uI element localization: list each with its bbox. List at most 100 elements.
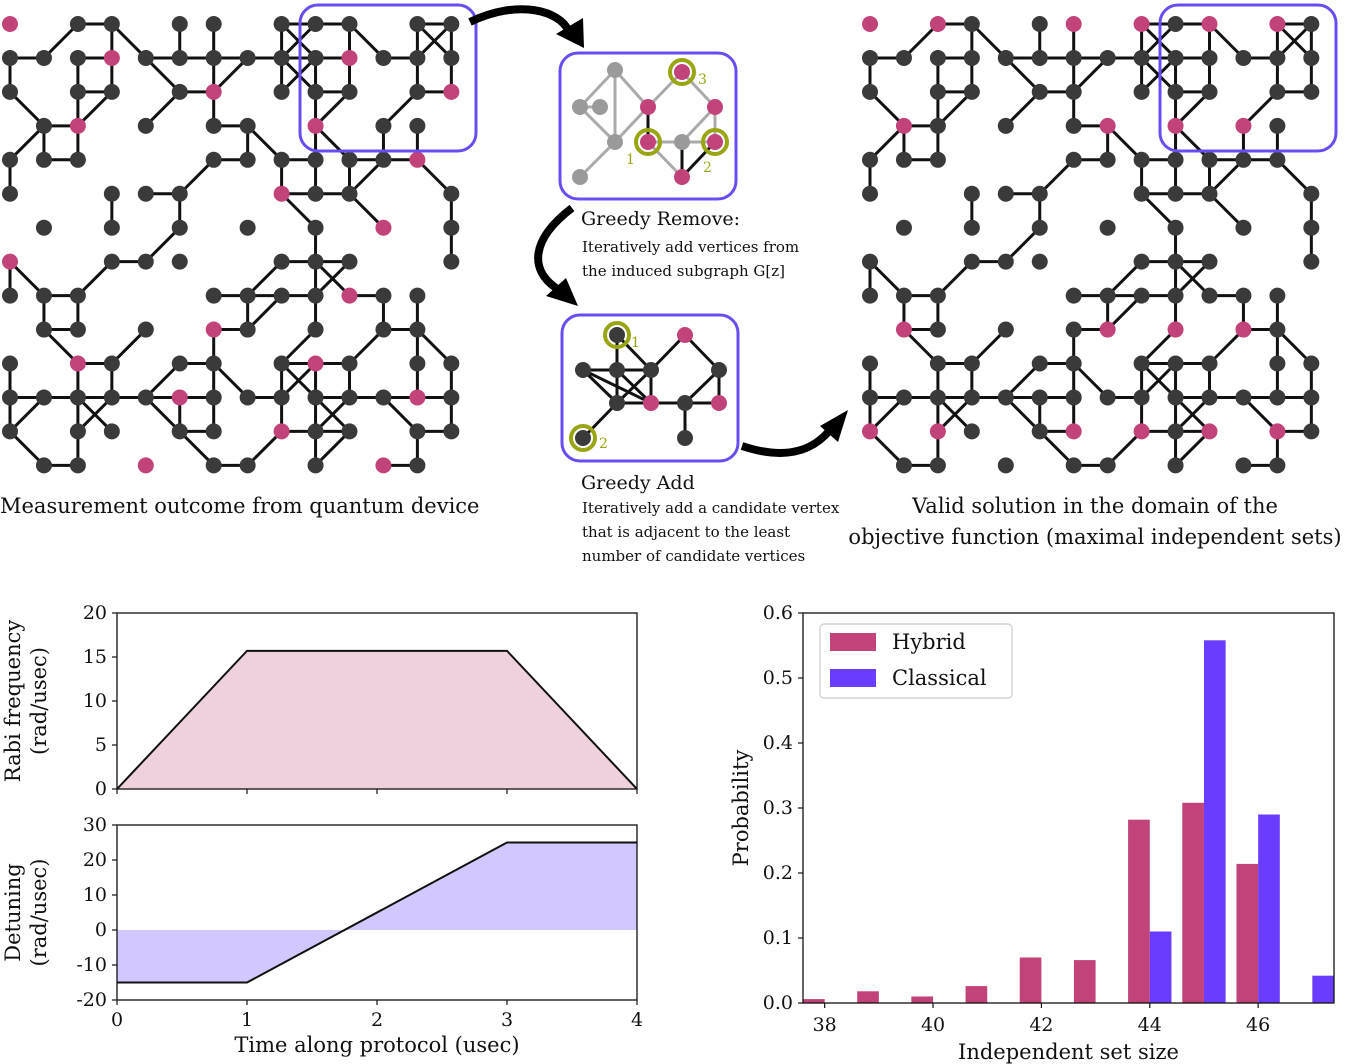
graph-edge <box>936 260 973 297</box>
graph-node <box>341 16 358 32</box>
graph-edge <box>868 396 906 433</box>
rabi-frequency-chart: 0 5 10 15 20 Rabi frequency (rad/usec) <box>1 602 638 800</box>
graph-edge <box>1140 192 1177 229</box>
graph-node <box>103 355 120 372</box>
graph-node-selected <box>1099 321 1116 338</box>
graph-node <box>2 287 18 304</box>
graph-node <box>997 321 1014 338</box>
graph-node <box>929 83 946 100</box>
graph-node <box>2 185 18 202</box>
y-tick-label: 0.0 <box>763 992 793 1014</box>
subgraph-nodes: 1 2 3 <box>572 58 729 185</box>
graph-node <box>963 16 980 32</box>
graph-node <box>1269 355 1286 372</box>
independent-set-histogram: 0.0 0.1 0.2 0.3 0.4 0.5 0.6 38 40 42 44 46 Probabili… <box>729 602 1335 1064</box>
graph-node-selected <box>1133 423 1150 440</box>
maximal-independent-set-graph <box>862 16 1320 474</box>
graph-node <box>1269 457 1286 474</box>
graph-node <box>409 457 426 474</box>
greedy-add-subgraph: 12 <box>569 321 727 452</box>
subgraph-node <box>640 99 656 115</box>
y-tick-label: 0 <box>95 919 107 941</box>
graph-nodes <box>862 16 1320 474</box>
graph-edge <box>314 90 351 127</box>
y-tick-label: 0.5 <box>763 667 793 689</box>
graph-edge <box>1242 90 1279 127</box>
graph-node <box>273 287 290 304</box>
graph-node <box>1167 16 1184 32</box>
x-tick-label: 42 <box>1029 1014 1053 1036</box>
graph-node <box>1303 389 1320 406</box>
graph-node <box>239 457 256 474</box>
graph-node <box>137 389 154 406</box>
graph-node <box>69 457 86 474</box>
graph-node <box>103 219 120 236</box>
graph-edge <box>1174 430 1211 467</box>
subgraph-node <box>575 362 591 378</box>
graph-edge <box>246 294 283 331</box>
graph-edge <box>416 328 453 365</box>
caption-solution-line2: objective function (maximal independent … <box>848 525 1342 549</box>
graph-node <box>1133 389 1150 406</box>
graph-node <box>307 457 324 474</box>
highlight-frame-left <box>298 3 478 153</box>
graph-node <box>929 117 946 134</box>
graph-node <box>239 219 256 236</box>
x-axis-label: Independent set size <box>958 1040 1179 1064</box>
graph-node <box>375 389 392 406</box>
bar-hybrid <box>911 996 934 1003</box>
y-axis-label: Probability <box>729 750 753 867</box>
graph-node <box>895 49 912 66</box>
graph-node <box>1031 389 1048 406</box>
graph-node <box>103 83 120 100</box>
marker-ring <box>634 128 662 156</box>
y-tick-label: 0.1 <box>763 927 793 949</box>
graph-node <box>69 151 86 168</box>
graph-node <box>443 16 460 32</box>
graph-edge <box>178 158 215 195</box>
subgraph-node <box>711 362 727 378</box>
measurement-outcome-graph <box>2 16 460 474</box>
graph-node <box>341 185 358 202</box>
graph-edge <box>868 260 906 297</box>
graph-node <box>1167 287 1184 304</box>
graph-edge <box>76 396 113 433</box>
graph-node-selected <box>375 219 392 236</box>
greedy-remove-title: Greedy Remove: <box>581 208 741 230</box>
graph-node <box>171 355 188 372</box>
graph-edge <box>110 22 147 60</box>
graph-edge <box>8 90 46 127</box>
caption-solution-line1: Valid solution in the domain of the <box>912 494 1278 518</box>
graph-node-selected <box>273 185 290 202</box>
graph-node <box>307 423 324 440</box>
graph-node <box>307 219 324 236</box>
caption-measurement: Measurement outcome from quantum device <box>0 494 480 518</box>
graph-node <box>963 49 980 66</box>
graph-edge <box>1072 362 1109 399</box>
graph-node <box>929 287 946 304</box>
legend-label: Classical <box>892 666 987 690</box>
graph-node <box>205 457 222 474</box>
graph-node-selected <box>929 423 946 440</box>
graph-node <box>1303 49 1320 66</box>
graph-node <box>375 287 392 304</box>
graph-node <box>997 49 1014 66</box>
x-tick-label: 46 <box>1246 1014 1270 1036</box>
bar-classical <box>1258 814 1280 1003</box>
legend-swatch <box>830 633 876 651</box>
bar-hybrid <box>1073 960 1096 1003</box>
graph-node <box>1065 355 1082 372</box>
graph-node <box>307 287 324 304</box>
greedy-remove-desc-2: the induced subgraph G[z] <box>582 262 785 280</box>
graph-node <box>963 389 980 406</box>
greedy-add-frame <box>560 313 740 463</box>
x-tick-label: 1 <box>241 1009 253 1031</box>
x-tick-label: 2 <box>371 1009 383 1031</box>
graph-node <box>862 287 878 304</box>
marker-label: 2 <box>703 160 712 176</box>
graph-edge <box>1004 362 1041 399</box>
graph-node <box>103 423 120 440</box>
graph-node <box>1133 49 1150 66</box>
graph-node <box>1303 219 1320 236</box>
x-tick-label: 44 <box>1138 1014 1162 1036</box>
